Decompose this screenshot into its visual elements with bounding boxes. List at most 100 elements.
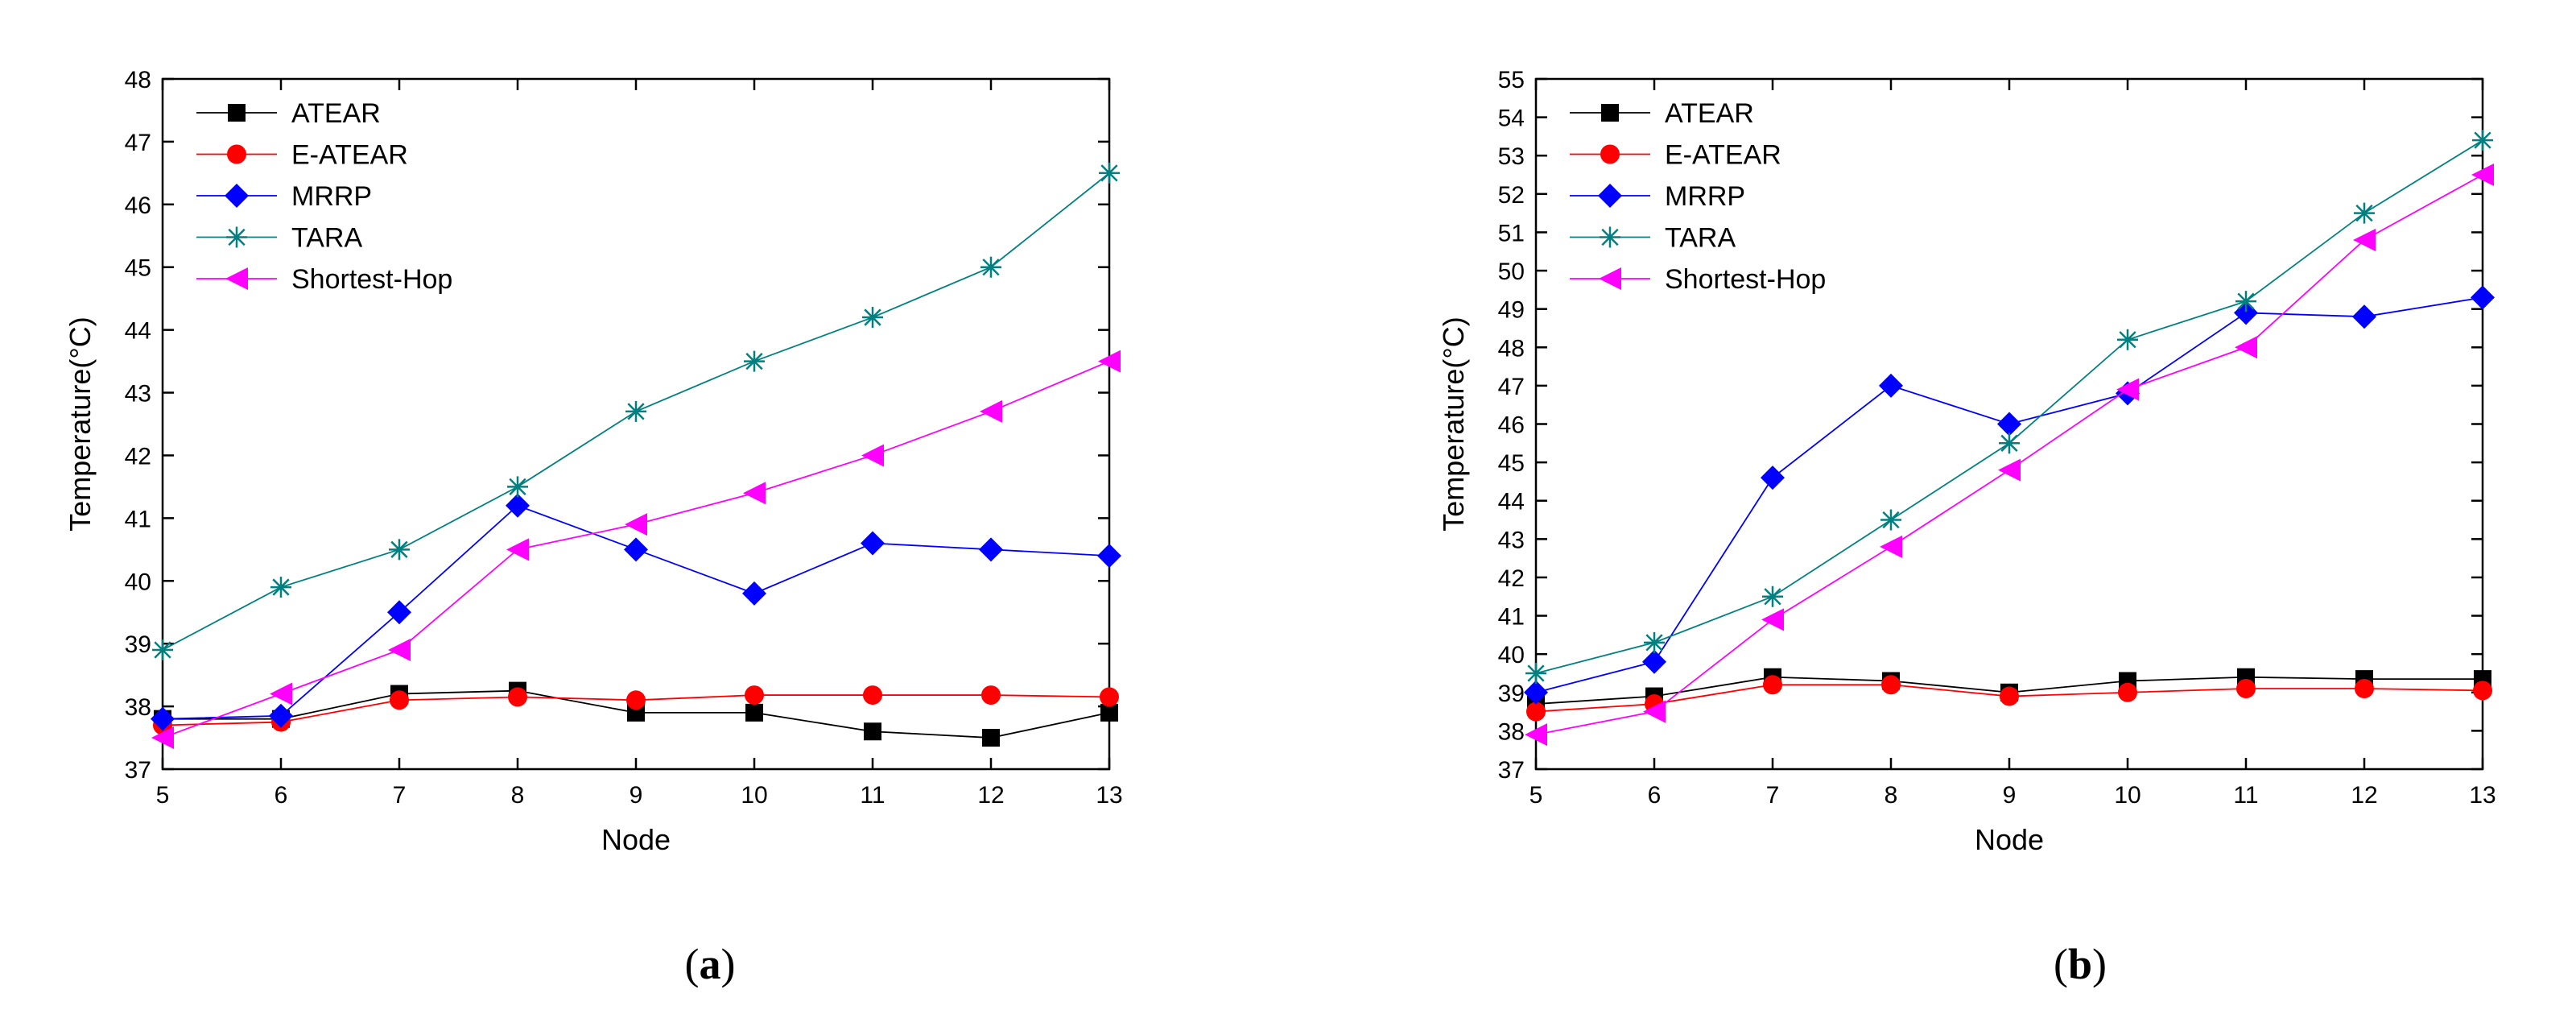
data-point [390,690,409,710]
chart-panel-b: 5 6 7 8 9 10 11 12 13 37 38 39 40 41 42 43 44 45 46 47 48 49 5… [1437,67,2496,856]
y-tick-label: 48 [1498,335,1525,362]
y-tick-label: 47 [125,130,151,156]
y-tick-label: 43 [1498,527,1525,553]
data-point [2235,291,2256,312]
data-point [2472,130,2493,151]
data-point [1100,703,1118,722]
legend-marker [228,104,246,122]
legend-marker [1598,184,1622,208]
y-tick-label: 42 [1498,565,1525,592]
legend-item: E-ATEAR [196,140,408,171]
series-shortest-hop [1525,163,2494,747]
legend-label: E-ATEAR [1665,140,1781,171]
data-point [270,577,291,598]
legend-label: ATEAR [1665,98,1754,129]
legend: ATEAR E-ATEAR MRRP TARA Shortest-Hop [196,98,452,295]
y-tick-label: 37 [1498,757,1525,784]
series-mrrp [151,493,1121,731]
y-tick-label: 46 [125,192,151,219]
data-point [2352,304,2376,329]
legend-marker [226,226,247,248]
y-tick-label: 48 [125,67,151,93]
legend-item: TARA [1570,223,1736,254]
legend-marker [225,184,249,208]
y-tick-label: 40 [1498,642,1525,668]
legend-item: ATEAR [196,98,381,129]
data-point [626,690,646,710]
y-tick-label: 45 [1498,450,1525,477]
x-tick-label: 11 [2233,782,2258,809]
legend-item: E-ATEAR [1570,140,1781,171]
data-point [1879,373,1903,398]
data-point [388,638,411,661]
x-tick-label: 9 [630,782,643,809]
y-tick-label: 42 [125,443,151,470]
data-point [979,537,1003,562]
x-tick-label: 12 [2351,782,2377,809]
data-point [1998,458,2021,482]
data-point [980,256,1001,278]
data-point [1644,631,1665,653]
x-tick-label: 13 [1096,782,1122,809]
y-tick-label: 40 [125,569,151,595]
legend-marker [1600,144,1620,164]
data-point [2473,681,2492,701]
data-point [151,706,175,731]
legend-label: MRRP [1665,181,1745,212]
y-tick-label: 44 [125,318,151,345]
data-point [1098,350,1121,373]
data-point [270,682,292,706]
y-tick-label: 54 [1498,106,1525,132]
chart-panels: 5 6 7 8 9 10 11 12 13 37 38 39 40 41 42 43 44 45 46 47 48 Nod… [64,67,2496,856]
y-tick-label: 50 [1498,259,1525,285]
data-point [1526,701,1546,722]
y-tick-label: 43 [125,381,151,408]
x-tick-label: 7 [393,782,407,809]
data-point [1099,162,1120,184]
y-tick-label: 37 [125,757,151,784]
data-point [864,722,881,741]
data-point [2471,163,2494,187]
x-tick-label: 10 [2114,782,2140,809]
legend-marker [225,267,248,290]
data-point [1762,586,1783,607]
y-tick-label: 38 [125,694,151,721]
y-tick-label: 49 [1498,297,1525,324]
legend-label: Shortest-Hop [291,264,452,295]
data-point [2471,285,2495,310]
data-point [151,726,174,750]
data-point [625,513,647,536]
data-point [1761,466,1785,490]
y-tick-label: 38 [1498,718,1525,745]
x-tick-label: 10 [741,782,767,809]
legend-item: ATEAR [1570,98,1754,129]
legend-item: TARA [196,223,362,254]
data-point [981,685,1001,706]
data-point [1100,687,1119,707]
y-tick-label: 52 [1498,182,1525,209]
legend-item: MRRP [196,181,372,212]
data-point [980,399,1002,423]
data-point [1880,535,1902,558]
data-point [862,307,883,329]
data-point [743,482,766,505]
x-tick-label: 12 [977,782,1004,809]
data-point [1880,509,1901,531]
legend-label: ATEAR [291,98,381,129]
y-tick-label: 51 [1498,220,1525,246]
y-tick-label: 46 [1498,412,1525,439]
x-tick-label: 5 [1530,782,1543,809]
data-point [508,687,527,707]
y-tick-label: 44 [1498,489,1525,515]
data-point [387,600,411,625]
y-axis-title: Temperature(°C) [64,317,97,531]
legend-label: E-ATEAR [291,140,408,171]
data-point [1525,723,1547,747]
data-point [2235,336,2257,359]
x-tick-label: 5 [156,782,170,809]
series-line [1535,174,2483,736]
panel-caption-b: (b) [2054,940,2107,988]
data-point [861,531,885,556]
x-tick-label: 13 [2469,782,2496,809]
